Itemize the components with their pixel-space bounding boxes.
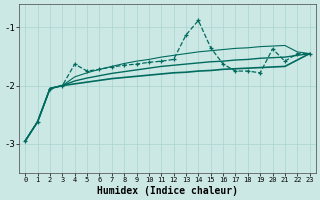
- X-axis label: Humidex (Indice chaleur): Humidex (Indice chaleur): [97, 186, 238, 196]
